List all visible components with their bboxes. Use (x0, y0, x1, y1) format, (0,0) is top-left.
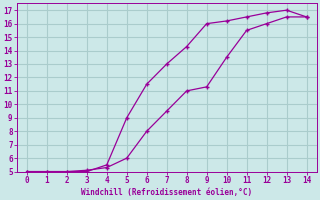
X-axis label: Windchill (Refroidissement éolien,°C): Windchill (Refroidissement éolien,°C) (81, 188, 252, 197)
